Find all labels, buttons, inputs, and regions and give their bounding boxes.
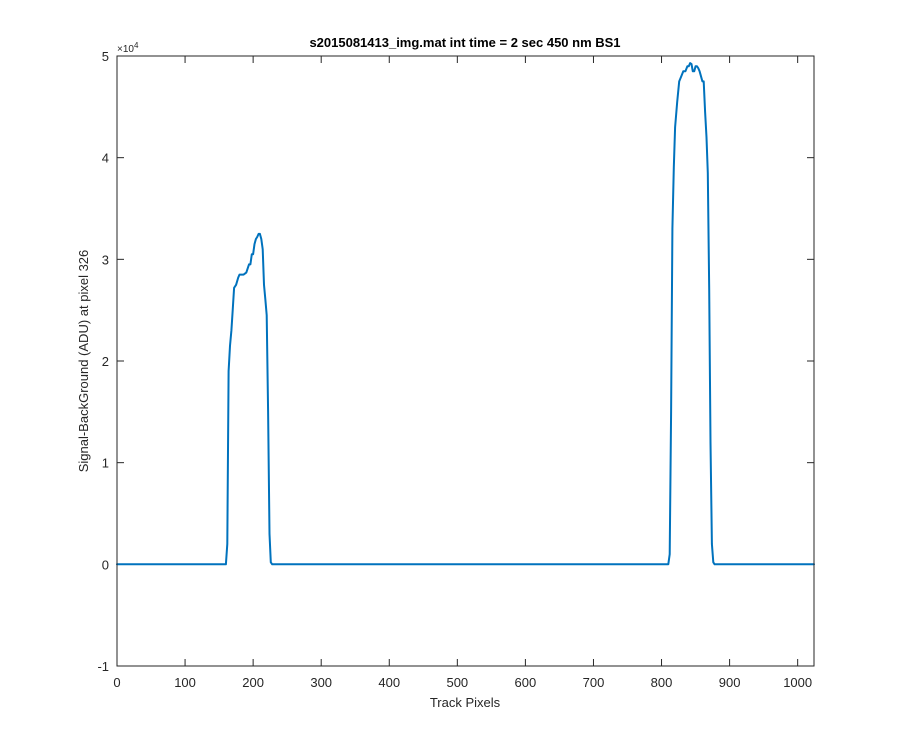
x-tick-label: 300 xyxy=(310,675,332,690)
x-tick-label: 800 xyxy=(651,675,673,690)
ticks-layer: 0 100 200 300 400 500 600 700 800 900 1000 -1 0 1 2 3 4 5 xyxy=(97,49,814,690)
y-tick-label: 4 xyxy=(102,151,109,166)
axes-box xyxy=(116,55,815,667)
x-tick-label: 100 xyxy=(174,675,196,690)
y-scale-factor: ×104 xyxy=(117,41,139,55)
y-tick-label: 2 xyxy=(102,354,109,369)
x-tick-label: 700 xyxy=(583,675,605,690)
signal-series-line xyxy=(116,62,815,566)
series-layer xyxy=(116,62,815,566)
x-tick-label: 500 xyxy=(446,675,468,690)
x-tick-label: 600 xyxy=(515,675,537,690)
x-tick-label: 1000 xyxy=(783,675,812,690)
y-tick-label: -1 xyxy=(97,659,109,674)
y-tick-label: 0 xyxy=(102,557,109,572)
y-scale-factor-base: ×10 xyxy=(117,44,134,55)
y-tick-label: 1 xyxy=(102,456,109,471)
y-tick-label: 3 xyxy=(102,252,109,267)
x-axis-label: Track Pixels xyxy=(430,695,501,710)
y-tick-label: 5 xyxy=(102,49,109,64)
y-axis-label: Signal-BackGround (ADU) at pixel 326 xyxy=(76,250,91,473)
y-scale-factor-exponent: 4 xyxy=(134,41,139,50)
chart-title: s2015081413_img.mat int time = 2 sec 450… xyxy=(309,35,620,50)
x-tick-label: 0 xyxy=(113,675,120,690)
x-tick-label: 200 xyxy=(242,675,264,690)
x-tick-label: 900 xyxy=(719,675,741,690)
x-tick-label: 400 xyxy=(378,675,400,690)
